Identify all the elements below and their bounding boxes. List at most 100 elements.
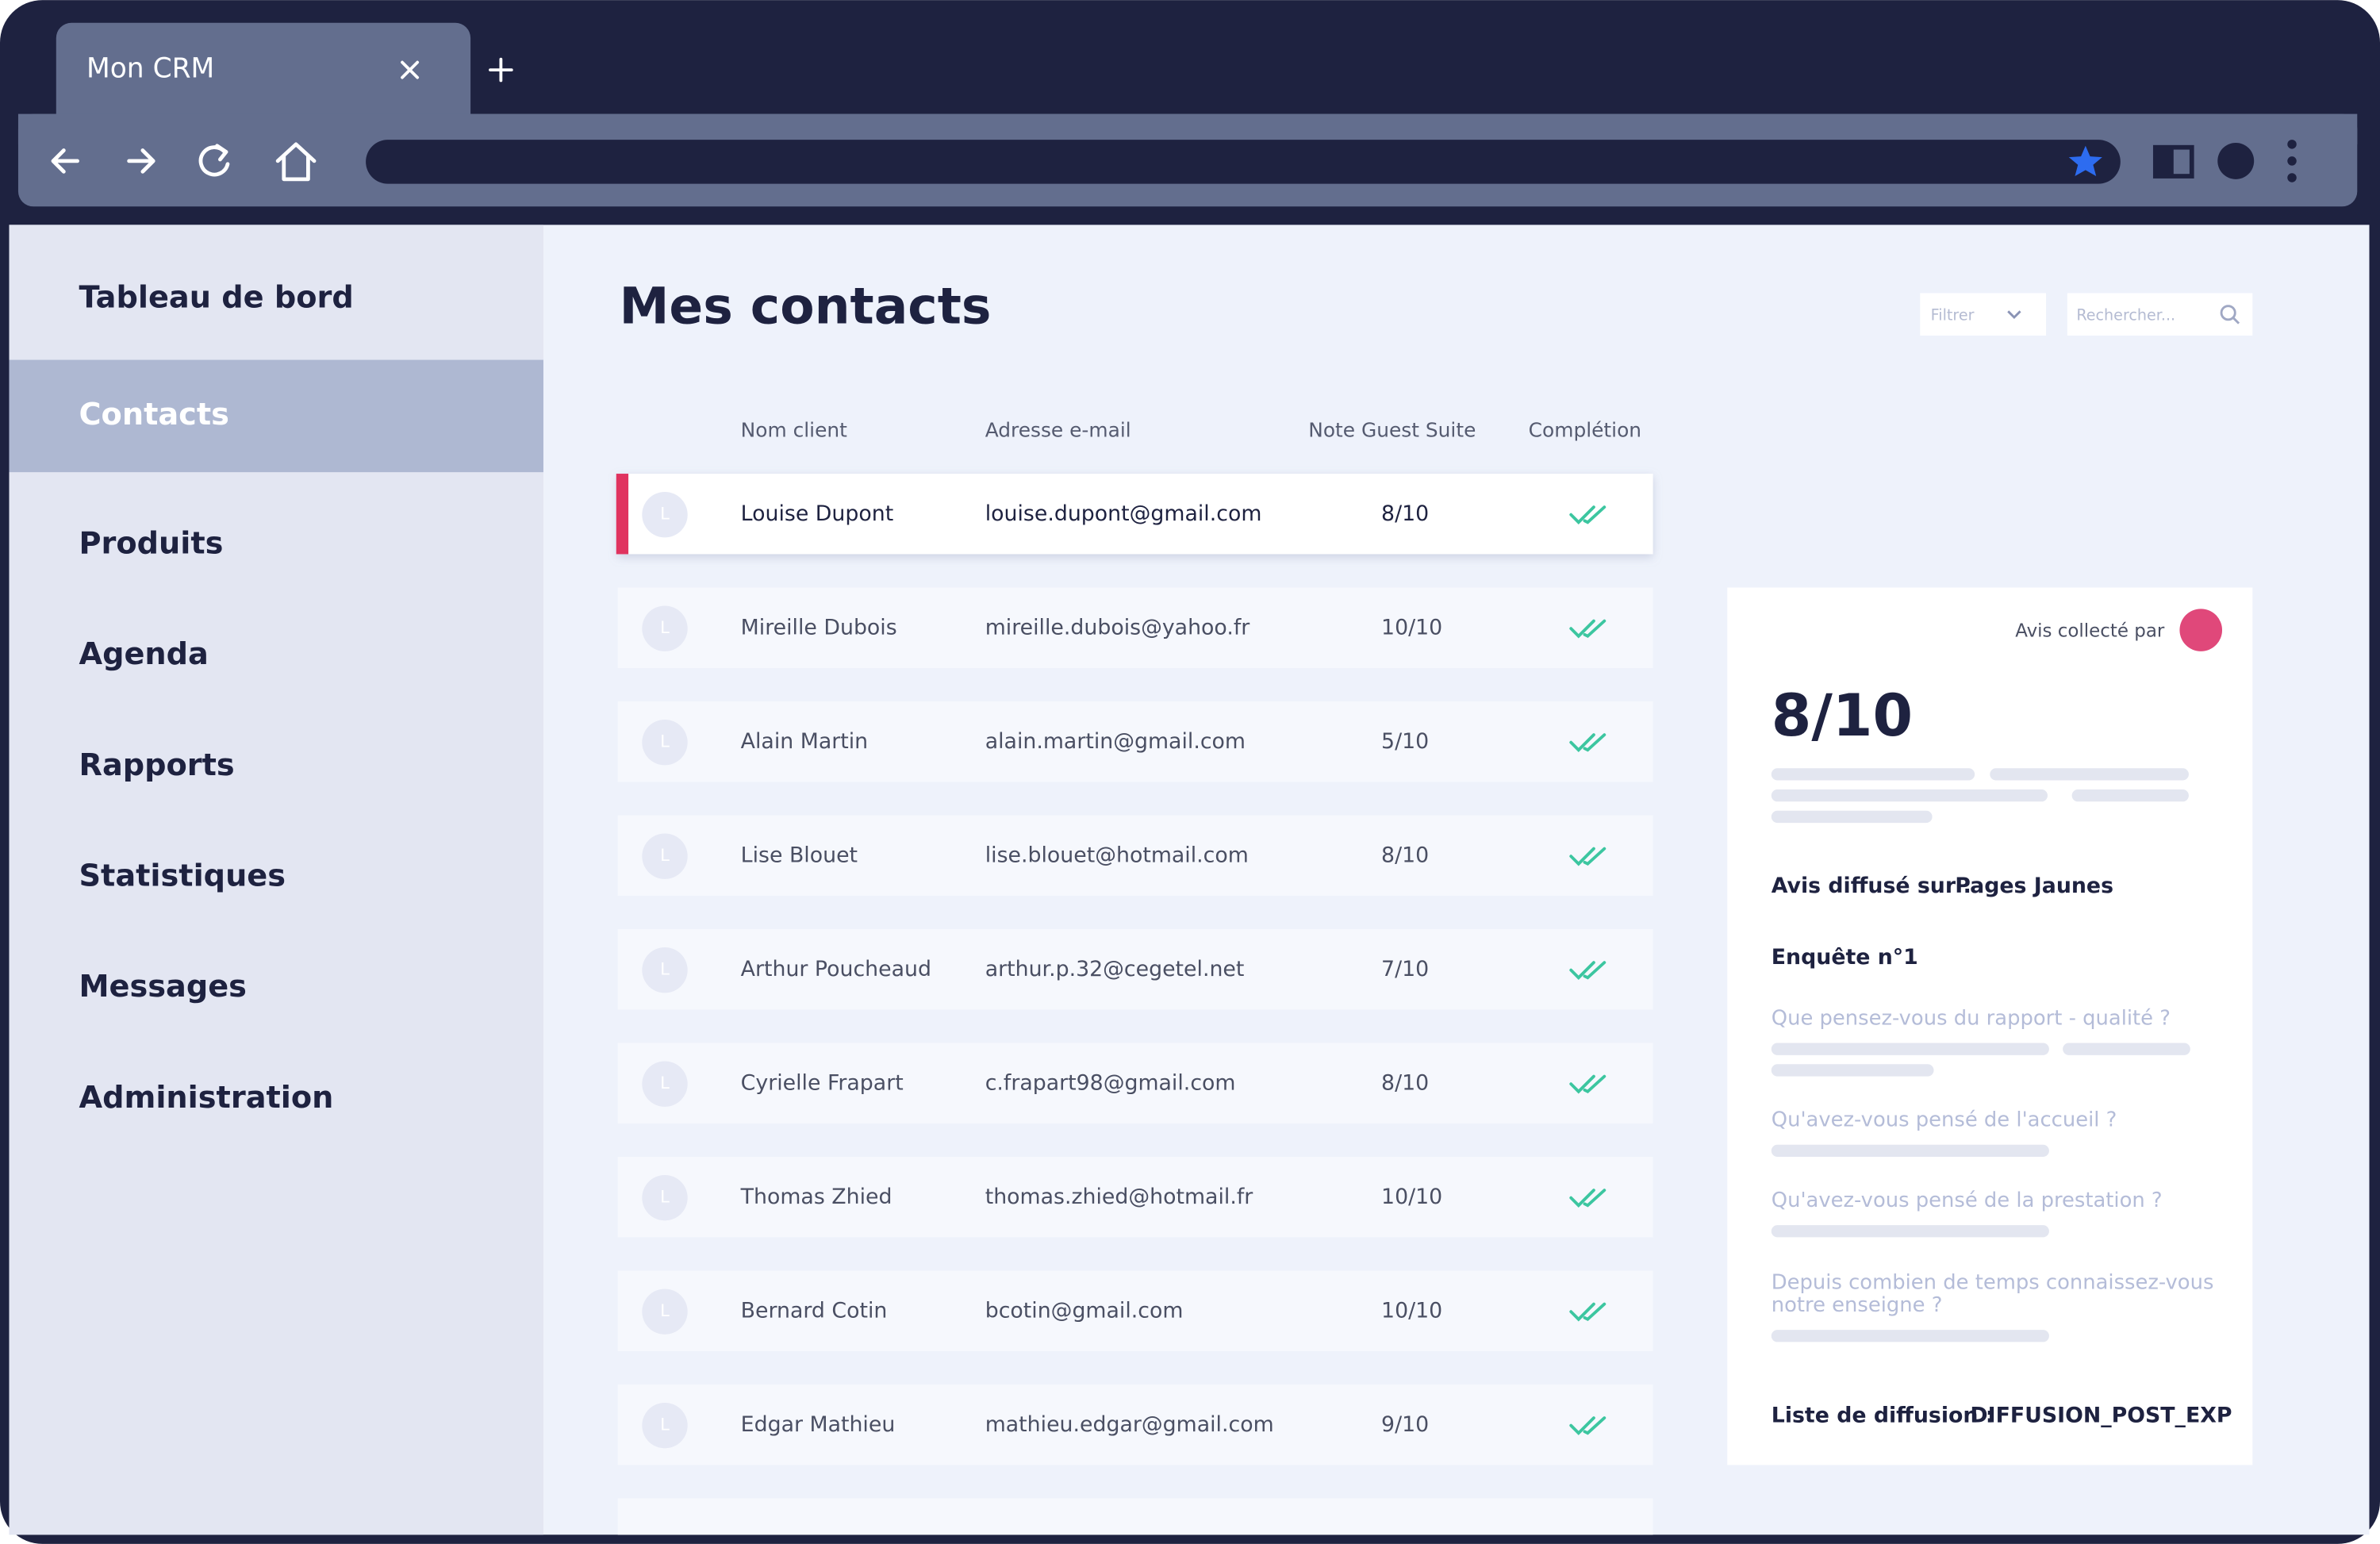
- tab-title: Mon CRM: [86, 53, 214, 85]
- column-header: Complétion: [1529, 418, 1641, 441]
- avatar-initial: L: [660, 1415, 670, 1435]
- source-logo: [2179, 609, 2223, 651]
- contact-name: Thomas Zhied: [740, 1185, 892, 1209]
- contact-name: Mireille Dubois: [741, 616, 897, 640]
- avatar: [642, 605, 688, 651]
- detail-panel: [1727, 587, 2253, 1465]
- contact-row[interactable]: [617, 1385, 1653, 1465]
- partial-row: [617, 1498, 1653, 1535]
- back-button[interactable]: [51, 148, 79, 174]
- tab-close[interactable]: [401, 60, 420, 79]
- contact-email: thomas.zhied@hotmail.fr: [985, 1185, 1253, 1209]
- nav-item[interactable]: Contacts: [79, 397, 228, 432]
- nav-item-active[interactable]: [9, 359, 543, 473]
- page-title: Mes contacts: [620, 276, 992, 335]
- nav-item[interactable]: Agenda: [79, 636, 208, 672]
- score: 8/10: [1772, 683, 1913, 750]
- filter-dropdown[interactable]: [1920, 293, 2047, 336]
- nav-item[interactable]: Produits: [79, 525, 223, 561]
- list-value: DIFFUSION_POST_EXP: [1970, 1404, 2232, 1428]
- placeholder-bar: [1771, 1144, 2049, 1158]
- avatar: [642, 1174, 688, 1221]
- contact-name: Bernard Cotin: [741, 1299, 888, 1323]
- sidebar-button-fill: [2155, 147, 2174, 177]
- tab[interactable]: [56, 22, 471, 129]
- contact-score: 7/10: [1381, 957, 1429, 981]
- published-label: Avis diffusé sur :: [1772, 874, 1971, 898]
- survey-question: Que pensez-vous du rapport - qualité ?: [1772, 1006, 2171, 1030]
- placeholder-bar: [1771, 810, 1933, 824]
- contact-row[interactable]: [617, 1157, 1653, 1238]
- placeholder-bar: [1771, 768, 1975, 781]
- contact-name: Alain Martin: [741, 729, 868, 754]
- completion-check: [1569, 733, 1606, 752]
- placeholder-bar: [2063, 1043, 2190, 1055]
- avatar: [642, 1402, 688, 1449]
- filter-label: Filtrer: [1931, 306, 1975, 325]
- address-bar[interactable]: [366, 140, 2121, 184]
- profile-button[interactable]: [2217, 142, 2255, 179]
- contact-score: 8/10: [1381, 501, 1429, 526]
- contact-email: alain.martin@gmail.com: [985, 729, 1246, 754]
- completion-check: [1569, 961, 1606, 980]
- contact-row[interactable]: [617, 474, 1653, 555]
- avatar-initial: L: [660, 959, 670, 979]
- contact-row[interactable]: [617, 1270, 1653, 1351]
- contact-score: 10/10: [1381, 1299, 1442, 1323]
- avatar: [642, 719, 688, 766]
- nav-item[interactable]: Tableau de bord: [79, 280, 353, 316]
- reload-button[interactable]: [198, 144, 230, 177]
- filter-chevron: [2007, 310, 2021, 320]
- survey-question: Qu'avez-vous pensé de la prestation ?: [1772, 1189, 2163, 1212]
- collected-by: Avis collecté par: [2015, 621, 2165, 642]
- avatar: [642, 1289, 688, 1335]
- avatar-initial: L: [660, 1073, 670, 1093]
- toolbar-top: [17, 113, 2358, 144]
- contact-score: 8/10: [1381, 1071, 1429, 1096]
- contact-row[interactable]: [617, 701, 1653, 782]
- home-button[interactable]: [275, 142, 317, 182]
- nav-item[interactable]: Rapports: [79, 747, 234, 783]
- contact-row[interactable]: [617, 815, 1653, 896]
- survey-title: Enquête n°1: [1772, 945, 1918, 970]
- selected-marker: [616, 474, 629, 555]
- menu-button[interactable]: [2287, 140, 2297, 182]
- contact-score: 5/10: [1381, 729, 1429, 754]
- nav-item[interactable]: Administration: [79, 1080, 333, 1116]
- placeholder-bar: [1771, 1225, 2049, 1238]
- column-header: Adresse e-mail: [985, 418, 1131, 441]
- avatar: [642, 947, 688, 993]
- bookmark-star[interactable]: [2068, 145, 2102, 177]
- avatar: [642, 492, 688, 538]
- new-tab[interactable]: [489, 57, 513, 83]
- completion-check: [1569, 505, 1606, 524]
- placeholder-bar: [1771, 1043, 2049, 1055]
- contact-email: bcotin@gmail.com: [985, 1299, 1184, 1323]
- avatar-initial: L: [660, 1187, 670, 1207]
- avatar-initial: L: [660, 617, 670, 637]
- avatar-initial: L: [660, 1300, 670, 1320]
- contact-name: Cyrielle Frapart: [741, 1071, 904, 1096]
- contact-score: 8/10: [1381, 843, 1429, 868]
- placeholder-bar: [1771, 1330, 2049, 1342]
- contact-row[interactable]: [617, 1043, 1653, 1123]
- nav-item[interactable]: Statistiques: [79, 858, 286, 893]
- list-label: Liste de diffusion :: [1772, 1404, 1994, 1428]
- contact-email: louise.dupont@gmail.com: [985, 501, 1262, 526]
- nav-item[interactable]: Messages: [79, 969, 246, 1004]
- placeholder-bar: [1771, 1064, 1934, 1077]
- contact-row[interactable]: [617, 587, 1653, 668]
- completion-check: [1569, 1416, 1606, 1435]
- completion-check: [1569, 1074, 1606, 1094]
- contact-row[interactable]: [617, 929, 1653, 1010]
- placeholder-bar: [2071, 789, 2189, 802]
- forward-button[interactable]: [127, 148, 155, 174]
- avatar-initial: L: [660, 732, 670, 751]
- avatar: [642, 833, 688, 879]
- avatar-initial: L: [660, 845, 670, 865]
- contact-email: lise.blouet@hotmail.com: [985, 843, 1249, 868]
- placeholder-bar: [1771, 789, 2048, 802]
- contact-score: 9/10: [1381, 1412, 1429, 1437]
